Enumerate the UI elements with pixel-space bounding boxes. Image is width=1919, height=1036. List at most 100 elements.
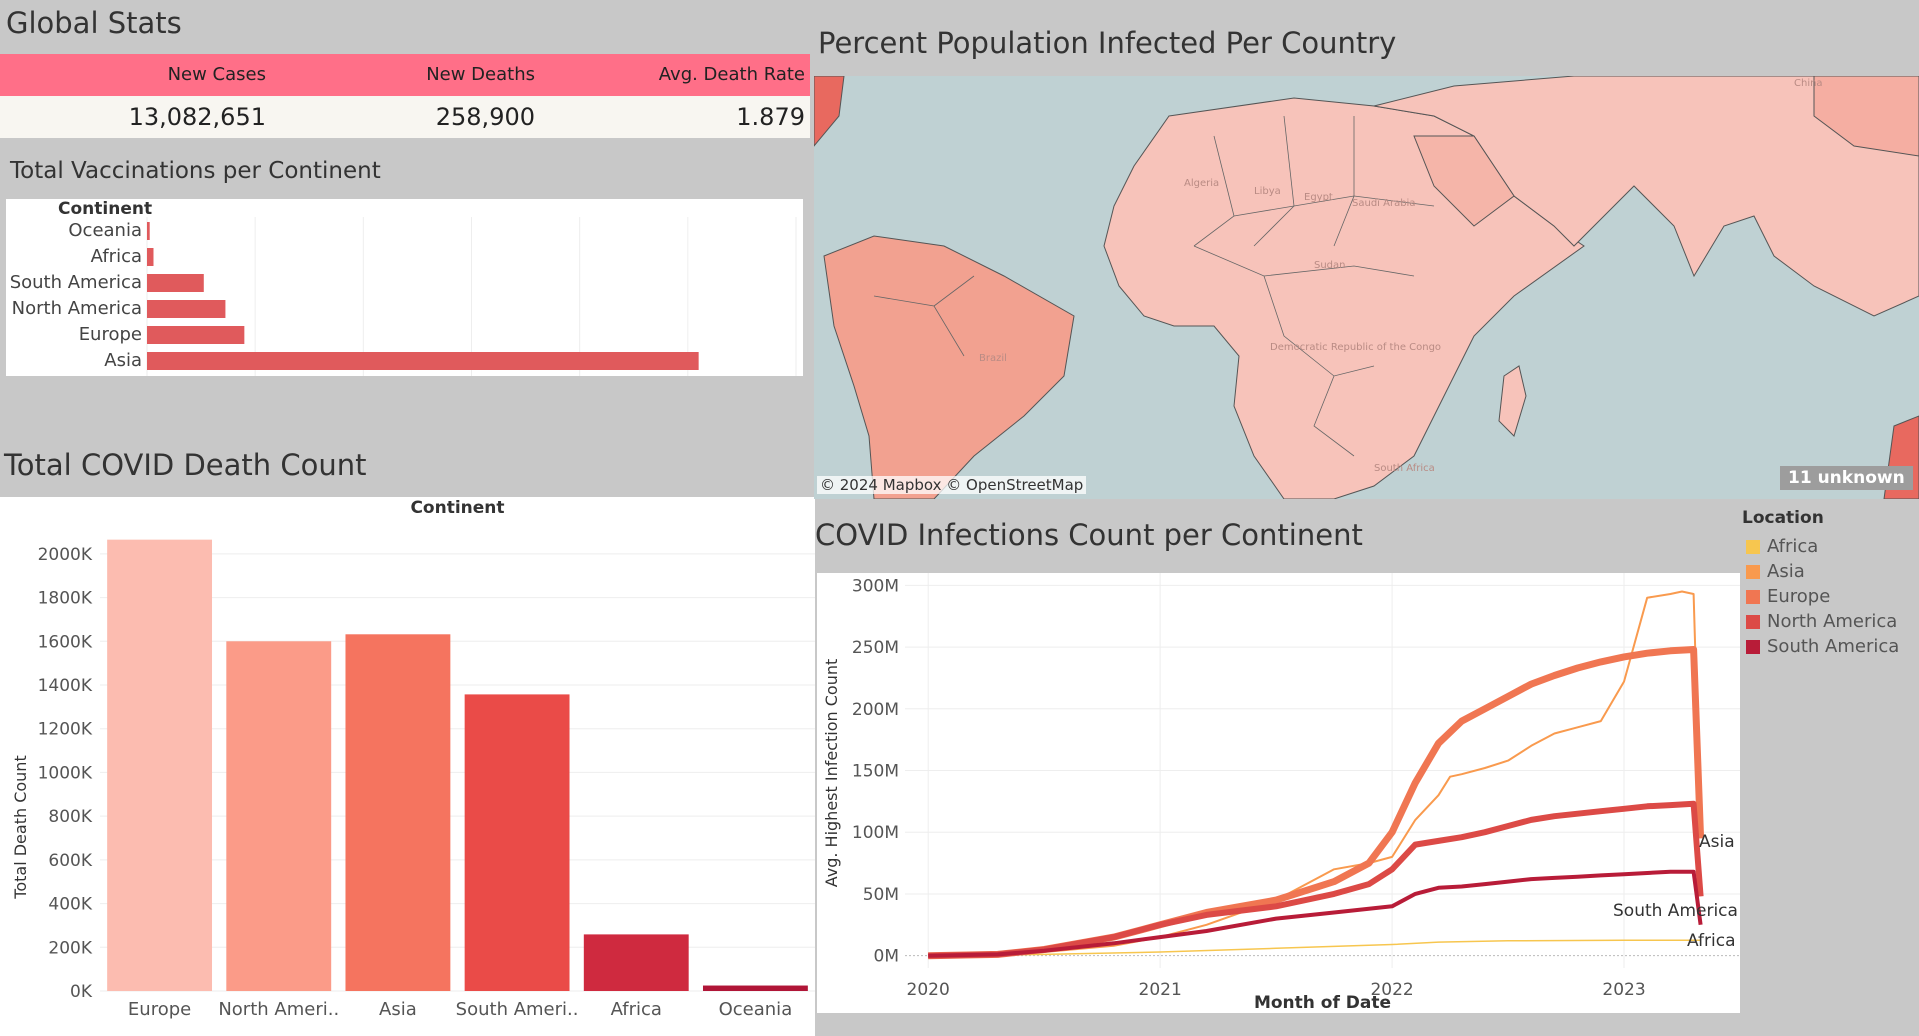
death-ytick-label: 1600K xyxy=(38,632,93,652)
legend-swatch xyxy=(1746,614,1760,629)
death-bar-2 xyxy=(345,634,451,991)
inf-ytick-label: 300M xyxy=(852,576,899,596)
death-count-bar-chart: 0K 200K 400K 600K 800K 1000K 1200K 1400K 1600K 18… xyxy=(11,539,815,1020)
inf-end-label: Asia xyxy=(1699,832,1735,852)
death-ytick-label: 800K xyxy=(48,807,92,827)
death-ytick-label: 200K xyxy=(48,938,92,958)
death-bar-4 xyxy=(583,934,689,991)
legend-item-europe[interactable]: Europe xyxy=(1746,584,1899,609)
map-attribution[interactable]: © 2024 Mapbox © OpenStreetMap xyxy=(817,476,1087,494)
map-label-brazil: Brazil xyxy=(979,353,1007,364)
global-stats-title: Global Stats xyxy=(6,6,182,40)
legend-label: North America xyxy=(1767,611,1898,632)
new-deaths-header[interactable]: New Deaths xyxy=(426,64,535,85)
death-ytick-label: 2000K xyxy=(38,545,93,565)
world-map[interactable]: Algeria Libya Egypt Saudi Arabia Sudan D… xyxy=(814,76,1919,499)
legend-item-south-america[interactable]: South America xyxy=(1746,634,1899,659)
map-label-sudan: Sudan xyxy=(1314,260,1346,271)
china-land xyxy=(1813,76,1919,157)
inf-ytick-label: 250M xyxy=(852,638,899,658)
death-ytick-label: 600K xyxy=(48,851,92,871)
inf-ytick-label: 50M xyxy=(863,885,899,905)
vacc-label-south-america: South America xyxy=(9,272,142,293)
death-bar-0 xyxy=(107,539,213,991)
inf-xlabel: Month of Date xyxy=(1254,993,1391,1013)
legend-item-africa[interactable]: Africa xyxy=(1746,534,1899,559)
legend-label: Europe xyxy=(1767,586,1831,607)
map-label-libya: Libya xyxy=(1254,186,1281,197)
inf-ytick-label: 150M xyxy=(852,762,899,782)
death-xtick-label: South Ameri.. xyxy=(456,999,579,1020)
map-label-algeria: Algeria xyxy=(1184,178,1219,189)
infections-title: COVID Infections Count per Continent xyxy=(815,518,1363,552)
inf-xtick-label: 2020 xyxy=(907,980,950,1000)
infections-legend: Africa Asia Europe North America South Ameri… xyxy=(1746,534,1899,659)
legend-label: South America xyxy=(1767,636,1900,657)
map-label-south-africa: South Africa xyxy=(1374,463,1435,474)
inf-line-south-america xyxy=(928,869,1703,958)
vaccinations-column-header: Continent xyxy=(58,199,153,219)
vacc-label-oceania: Oceania xyxy=(68,220,142,241)
avg-death-rate-value[interactable]: 1.879 xyxy=(736,103,805,131)
map-label-china: China xyxy=(1794,78,1823,89)
new-cases-header[interactable]: New Cases xyxy=(167,64,266,85)
legend-swatch xyxy=(1746,639,1760,654)
country-borders xyxy=(873,115,1435,457)
death-count-header: Continent xyxy=(410,498,505,518)
inf-line-europe xyxy=(928,646,1705,960)
death-count-title: Total COVID Death Count xyxy=(4,448,367,482)
map-label-saudi-arabia: Saudi Arabia xyxy=(1352,198,1415,209)
death-ytick-label: 400K xyxy=(48,895,92,915)
new-deaths-value[interactable]: 258,900 xyxy=(435,103,535,131)
vacc-bar-south-america xyxy=(147,274,204,292)
death-ytick-label: 1800K xyxy=(38,589,93,609)
saudi-land xyxy=(1413,135,1515,227)
map-title: Percent Population Infected Per Country xyxy=(818,26,1397,60)
asia-land xyxy=(1373,76,1919,317)
vacc-label-north-america: North America xyxy=(11,298,142,319)
death-xtick-label: Africa xyxy=(611,999,662,1020)
inf-ytick-label: 100M xyxy=(852,823,899,843)
inf-ytick-label: 200M xyxy=(852,700,899,720)
death-bar-3 xyxy=(464,694,570,991)
vacc-label-europe: Europe xyxy=(78,324,142,345)
map-label-drc: Democratic Republic of the Congo xyxy=(1270,342,1441,353)
inf-ylabel: Avg. Highest Infection Count xyxy=(822,659,841,888)
legend-title: Location xyxy=(1742,508,1824,528)
inf-line-africa xyxy=(928,939,1701,957)
infection-map[interactable]: Algeria Libya Egypt Saudi Arabia Sudan D… xyxy=(814,76,1919,499)
south-america-land xyxy=(823,235,1075,499)
infections-chart-panel: 0M 50M 100M 150M 200M 250M 300M 2020 2021 2022 202… xyxy=(817,573,1740,1013)
death-ytick-label: 0K xyxy=(70,982,93,1002)
death-xtick-label: Asia xyxy=(379,999,417,1020)
unknown-count-badge[interactable]: 11 unknown xyxy=(1780,466,1913,490)
inf-line-north-america xyxy=(928,800,1704,959)
new-cases-value[interactable]: 13,082,651 xyxy=(128,103,266,131)
vaccinations-title: Total Vaccinations per Continent xyxy=(10,158,381,184)
vacc-label-asia: Asia xyxy=(104,350,142,371)
death-ylabel: Total Death Count xyxy=(11,755,30,899)
map-country-labels: Algeria Libya Egypt Saudi Arabia Sudan D… xyxy=(979,78,1823,474)
infections-line-chart: 0M 50M 100M 150M 200M 250M 300M 2020 2021 2022 202… xyxy=(822,573,1740,1013)
death-ytick-label: 1200K xyxy=(38,720,93,740)
legend-label: Africa xyxy=(1767,536,1819,557)
vacc-bar-oceania xyxy=(147,222,150,240)
north-america-edge xyxy=(814,76,845,147)
death-xtick-label: Europe xyxy=(128,999,191,1020)
legend-item-north-america[interactable]: North America xyxy=(1746,609,1899,634)
vaccinations-chart-panel: Continent Oceania Africa South America Nort… xyxy=(6,199,803,376)
inf-end-label: Africa xyxy=(1687,931,1736,951)
map-label-egypt: Egypt xyxy=(1304,192,1333,203)
legend-item-asia[interactable]: Asia xyxy=(1746,559,1899,584)
legend-swatch xyxy=(1746,564,1760,579)
legend-swatch xyxy=(1746,589,1760,604)
death-ytick-label: 1000K xyxy=(38,763,93,783)
death-bar-1 xyxy=(226,641,332,991)
death-xtick-label: Oceania xyxy=(719,999,793,1020)
inf-xtick-label: 2023 xyxy=(1602,980,1645,1000)
inf-xtick-label: 2021 xyxy=(1139,980,1182,1000)
madagascar-land xyxy=(1498,365,1527,437)
avg-death-rate-header[interactable]: Avg. Death Rate xyxy=(658,64,805,85)
vacc-bar-asia xyxy=(147,352,699,370)
vacc-bar-north-america xyxy=(147,300,226,318)
